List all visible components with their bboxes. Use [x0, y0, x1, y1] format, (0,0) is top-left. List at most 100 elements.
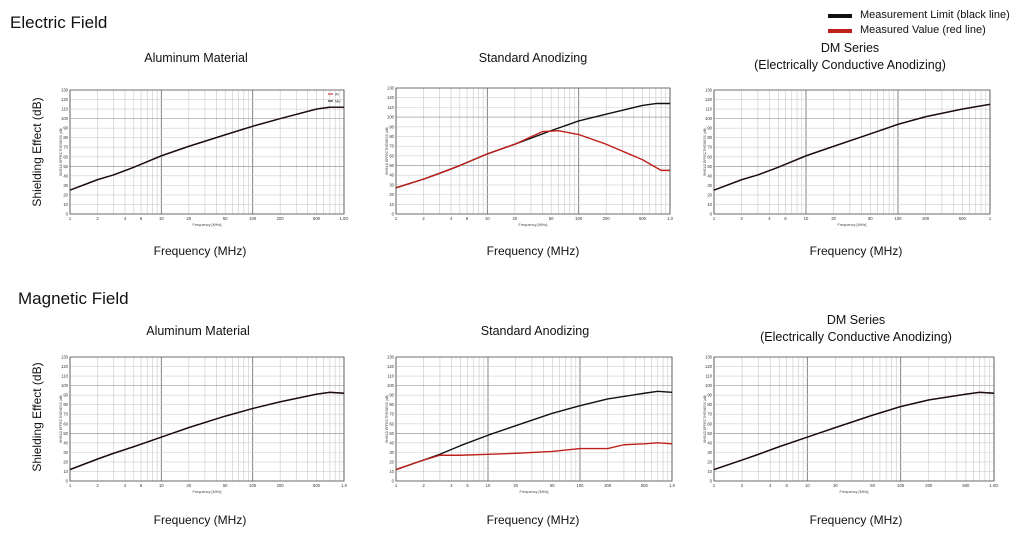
inner-x-label: Frequency [MHz]	[193, 223, 222, 227]
x-tick-label: 2	[96, 483, 99, 488]
y-tick-label: 20	[707, 192, 712, 197]
x-tick-label: 2	[96, 216, 99, 221]
x-tick-label: 2	[423, 483, 426, 488]
x-tick-label: 200	[604, 483, 612, 488]
y-tick-label: 50	[63, 431, 68, 436]
y-tick-label: 0	[66, 479, 69, 484]
chart-magnetic-aluminum: 0 10 20 30 40 50 60 70 80 90 100 110 120 130 1 2 4 6 10 20 5…	[59, 355, 348, 495]
inner-y-label: SHIELD EFFECTIVENESS (dB)	[59, 395, 63, 443]
legend-swatch-black	[828, 13, 852, 18]
panel-title-magnetic-dm: DM Series (Electrically Conductive Anodi…	[716, 312, 996, 346]
x-tick-label: 6	[785, 483, 788, 488]
y-tick-label: 60	[707, 421, 712, 426]
x-tick-label: 200	[277, 216, 285, 221]
y-tick-label: 100	[387, 383, 395, 388]
y-tick-label: 110	[61, 374, 68, 379]
x-tick-label: 100	[577, 483, 585, 488]
x-tick-label: 200	[277, 483, 285, 488]
y-tick-label: 70	[707, 145, 712, 150]
x-tick-label: 20	[831, 216, 836, 221]
series-line	[713, 103, 991, 191]
series-line	[69, 106, 344, 191]
y-tick-label: 100	[387, 115, 395, 120]
y-tick-label: 80	[389, 134, 394, 139]
x-tick-label: 500	[641, 483, 649, 488]
y-tick-label: 80	[389, 402, 394, 407]
plot-frame	[395, 356, 673, 482]
x-tick-label: 100	[249, 483, 257, 488]
mini-legend-label: Al	[335, 92, 339, 97]
y-tick-label: 30	[707, 450, 712, 455]
series-line	[69, 391, 345, 471]
y-tick-label: 90	[389, 124, 394, 129]
x-tick-label: 500	[962, 483, 970, 488]
y-tick-label: 20	[707, 459, 712, 464]
section-title-magnetic: Magnetic Field	[18, 289, 129, 308]
series-line	[713, 391, 995, 471]
x-tick-label: 100	[895, 216, 903, 221]
y-tick-label: 40	[389, 173, 394, 178]
y-tick-label: 0	[710, 212, 713, 217]
y-tick-label: 10	[63, 469, 68, 474]
x-tick-label: 2	[741, 216, 744, 221]
y-tick-label: 60	[389, 421, 394, 426]
x-tick-label: 10	[486, 483, 491, 488]
y-axis-label-electric: Shielding Effect (dB)	[30, 97, 44, 207]
y-tick-label: 0	[710, 479, 713, 484]
x-tick-label: 50	[870, 483, 875, 488]
x-tick-label: 4	[768, 216, 771, 221]
x-tick-label: 50	[223, 216, 228, 221]
x-tick-label: 10	[485, 216, 490, 221]
y-tick-label: 90	[389, 393, 394, 398]
y-tick-label: 130	[61, 355, 69, 360]
x-tick-label: 1.0G	[989, 483, 998, 488]
x-tick-label: 4	[450, 216, 453, 221]
series-line	[713, 391, 995, 471]
y-tick-label: 40	[389, 440, 394, 445]
y-tick-label: 100	[61, 383, 69, 388]
y-tick-label: 80	[707, 135, 712, 140]
series-line	[395, 390, 673, 471]
x-tick-label: 200	[603, 216, 611, 221]
y-tick-label: 20	[389, 459, 394, 464]
x-tick-label: 10	[159, 483, 164, 488]
x-tick-label: 1	[69, 483, 72, 488]
inner-x-label: Frequency [MHz]	[519, 223, 548, 227]
panel-title-text: Standard Anodizing	[480, 324, 590, 338]
chart-magnetic-dm: 0 10 20 30 40 50 60 70 80 90 100 110 120 130 1 2 4 6 10 20 5…	[703, 355, 999, 495]
inner-x-label: Frequency [MHz]	[193, 490, 222, 494]
y-tick-label: 110	[387, 105, 394, 110]
chart-electric-standard: 0 10 20 30 40 50 60 70 80 90 100 110 120 130 1 2 4 6 10 20 5…	[385, 86, 674, 228]
x-tick-label: 6	[466, 483, 469, 488]
y-tick-label: 0	[392, 479, 395, 484]
x-tick-label: 20	[512, 216, 517, 221]
y-tick-label: 120	[705, 364, 713, 369]
x-tick-label: 20	[186, 216, 191, 221]
x-tick-label: 200	[925, 483, 933, 488]
panel-subtitle-text: (Electrically Conductive Anodizing)	[754, 58, 946, 72]
y-tick-label: 30	[389, 450, 394, 455]
panel-title-magnetic-standard: Standard Anodizing	[395, 323, 675, 340]
x-tick-label: 20	[513, 483, 518, 488]
y-tick-label: 110	[705, 374, 712, 379]
x-tick-label: 1.0	[667, 216, 673, 221]
y-tick-label: 70	[63, 412, 68, 417]
y-tick-label: 120	[61, 364, 69, 369]
y-tick-label: 60	[63, 421, 68, 426]
y-tick-label: 0	[392, 212, 395, 217]
x-tick-label: 1	[395, 216, 398, 221]
x-tick-label: 500	[959, 216, 967, 221]
inner-x-label: Frequency [MHz]	[840, 490, 869, 494]
plot-frame	[69, 89, 345, 215]
y-tick-label: 30	[389, 182, 394, 187]
y-tick-label: 40	[63, 440, 68, 445]
panel-title-text: DM Series	[826, 313, 886, 327]
x-tick-label: 500	[313, 483, 321, 488]
x-tick-label: 10	[159, 216, 164, 221]
x-tick-label: 6	[784, 216, 787, 221]
legend: Measurement Limit (black line) Measured …	[828, 8, 1010, 38]
x-tick-label: 500	[313, 216, 321, 221]
inner-x-label: Frequency [MHz]	[838, 223, 867, 227]
x-tick-label: 200	[922, 216, 930, 221]
x-tick-label: 1	[989, 216, 992, 221]
